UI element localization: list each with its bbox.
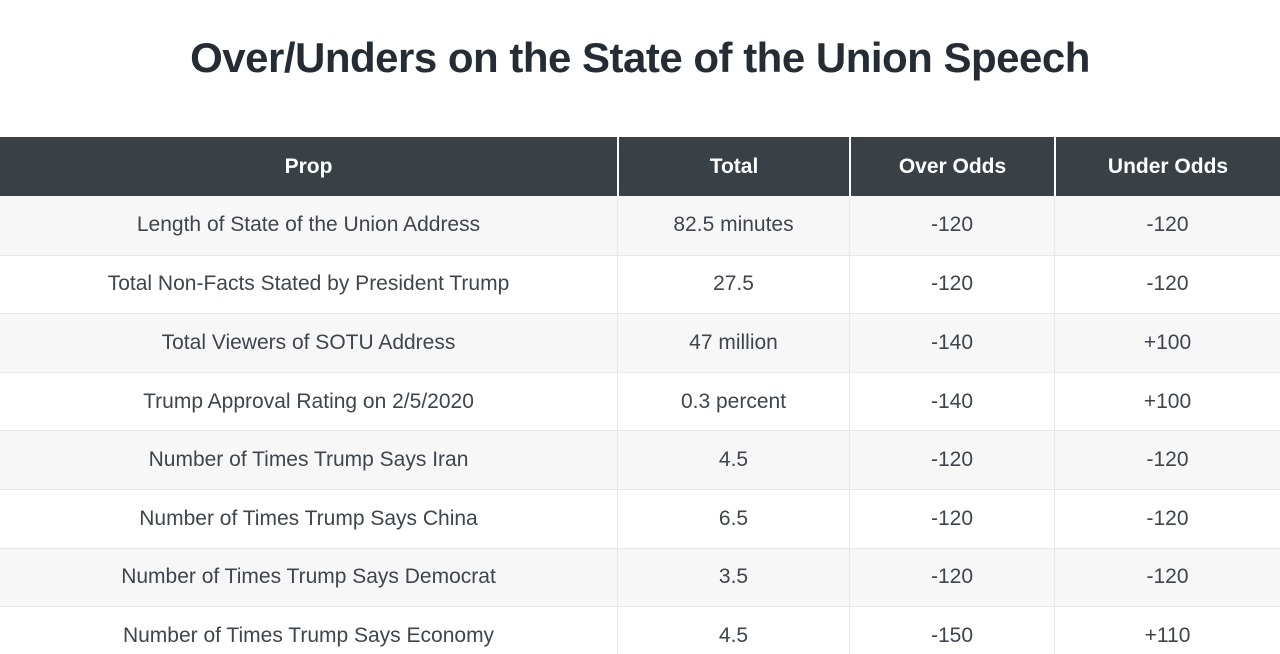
cell-total: 82.5 minutes (617, 196, 849, 255)
cell-prop: Number of Times Trump Says Iran (0, 431, 617, 489)
cell-under-odds: +110 (1054, 607, 1280, 654)
cell-under-odds: -120 (1054, 489, 1280, 548)
table-row: Number of Times Trump Says Economy 4.5 -… (0, 606, 1280, 654)
cell-total: 3.5 (617, 548, 849, 607)
over-unders-table: Prop Total Over Odds Under Odds Length o… (0, 137, 1280, 654)
column-header-over-odds: Over Odds (849, 137, 1054, 196)
cell-total: 4.5 (617, 431, 849, 489)
table-body: Length of State of the Union Address 82.… (0, 196, 1280, 654)
table-row: Number of Times Trump Says Iran 4.5 -120… (0, 430, 1280, 489)
cell-over-odds: -120 (849, 196, 1054, 255)
table-row: Total Non-Facts Stated by President Trum… (0, 254, 1280, 314)
column-header-total: Total (617, 137, 849, 196)
cell-prop: Trump Approval Rating on 2/5/2020 (0, 372, 617, 431)
cell-prop: Number of Times Trump Says Democrat (0, 548, 617, 607)
cell-prop: Total Non-Facts Stated by President Trum… (0, 255, 617, 314)
cell-prop: Number of Times Trump Says Economy (0, 607, 617, 654)
cell-under-odds: +100 (1054, 372, 1280, 431)
table-row: Total Viewers of SOTU Address 47 million… (0, 313, 1280, 372)
table-row: Length of State of the Union Address 82.… (0, 196, 1280, 255)
table-header-row: Prop Total Over Odds Under Odds (0, 137, 1280, 196)
cell-over-odds: -120 (849, 489, 1054, 548)
cell-prop: Length of State of the Union Address (0, 196, 617, 255)
cell-total: 0.3 percent (617, 372, 849, 431)
cell-prop: Number of Times Trump Says China (0, 489, 617, 548)
cell-total: 27.5 (617, 255, 849, 314)
cell-under-odds: -120 (1054, 255, 1280, 314)
cell-total: 6.5 (617, 489, 849, 548)
cell-total: 47 million (617, 314, 849, 372)
table-row: Number of Times Trump Says Democrat 3.5 … (0, 547, 1280, 607)
cell-total: 4.5 (617, 607, 849, 654)
cell-over-odds: -120 (849, 548, 1054, 607)
cell-prop: Total Viewers of SOTU Address (0, 314, 617, 372)
table-row: Number of Times Trump Says China 6.5 -12… (0, 488, 1280, 548)
cell-over-odds: -140 (849, 314, 1054, 372)
cell-under-odds: -120 (1054, 548, 1280, 607)
cell-under-odds: -120 (1054, 196, 1280, 255)
cell-over-odds: -140 (849, 372, 1054, 431)
cell-under-odds: +100 (1054, 314, 1280, 372)
cell-over-odds: -150 (849, 607, 1054, 654)
cell-over-odds: -120 (849, 255, 1054, 314)
column-header-prop: Prop (0, 137, 617, 196)
page-title: Over/Unders on the State of the Union Sp… (190, 34, 1090, 81)
cell-under-odds: -120 (1054, 431, 1280, 489)
column-header-under-odds: Under Odds (1054, 137, 1280, 196)
cell-over-odds: -120 (849, 431, 1054, 489)
table-row: Trump Approval Rating on 2/5/2020 0.3 pe… (0, 371, 1280, 431)
